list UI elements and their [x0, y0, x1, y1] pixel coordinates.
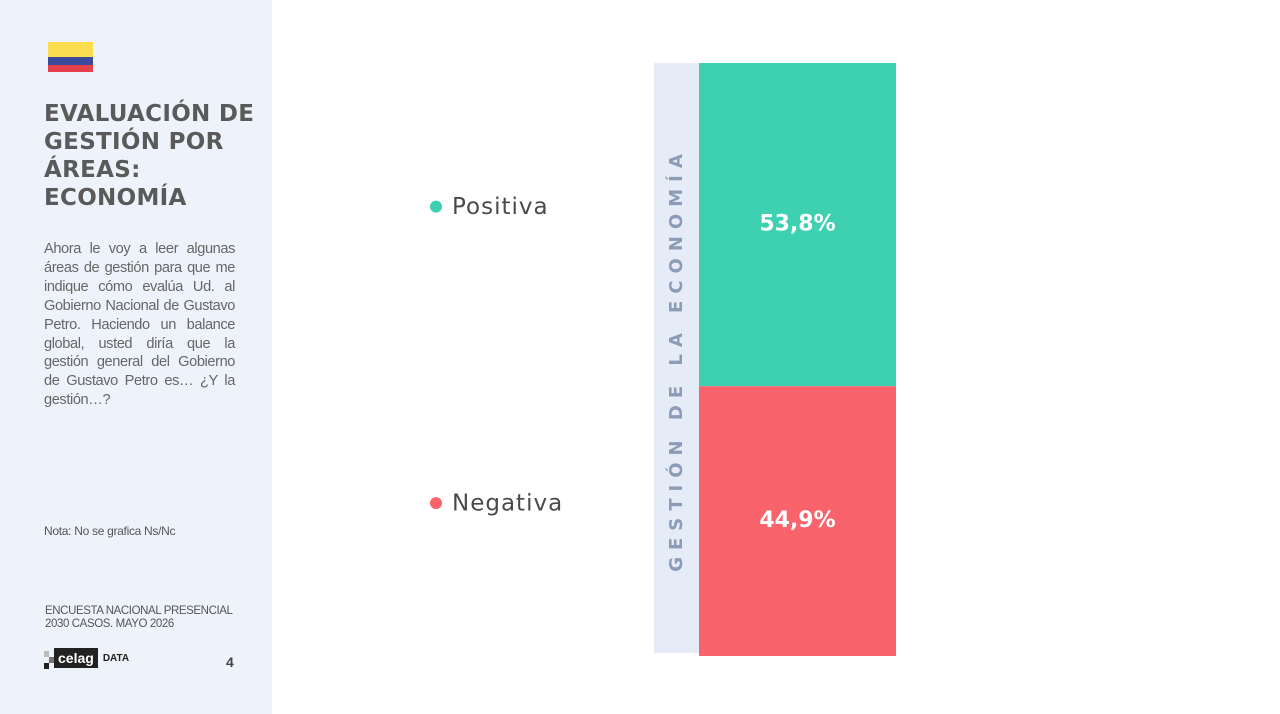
sidebar: EVALUACIÓN DE GESTIÓN POR ÁREAS: ECONOMÍ… [0, 0, 272, 714]
title-line: GESTIÓN POR [44, 129, 224, 155]
chart: GESTIÓN DE LA ECONOMÍA 53,8% Positiva 44,9%… [430, 63, 896, 656]
bar-segment [699, 386, 896, 656]
value-label: 53,8% [759, 212, 835, 237]
legend-marker [430, 497, 442, 510]
flag [48, 42, 93, 57]
logo-icon [44, 651, 54, 669]
note: Nota: No se grafica Ns/Nc [44, 524, 176, 538]
logo-text: celag [54, 648, 98, 668]
bar-segment [699, 63, 896, 387]
title: EVALUACIÓN DE GESTIÓN POR ÁREAS: ECONOMÍ… [44, 100, 254, 212]
logo: celag DATA [44, 647, 129, 669]
flag [48, 65, 93, 72]
page-number: 4 [226, 654, 234, 670]
legend-label: Positiva [452, 194, 549, 220]
description: Ahora le voy a leer algunas áreas de ges… [44, 241, 235, 409]
title-line: ECONOMÍA [44, 185, 187, 211]
title-line: EVALUACIÓN DE [44, 101, 255, 127]
category-band [654, 63, 699, 653]
logo-text: DATA [102, 652, 130, 664]
flag [48, 57, 93, 65]
category-label: GESTIÓN DE LA ECONOMÍA [665, 147, 687, 572]
legend-label: Negativa [452, 491, 563, 517]
legend-marker [430, 200, 442, 213]
source-line: ENCUESTA NACIONAL PRESENCIAL [45, 605, 233, 617]
value-label: 44,9% [759, 508, 835, 533]
title-line: ÁREAS: [44, 157, 141, 183]
source-line: 2030 CASOS. MAYO 2026 [45, 618, 174, 630]
source: ENCUESTA NACIONAL PRESENCIAL 2030 CASOS.… [45, 605, 233, 631]
